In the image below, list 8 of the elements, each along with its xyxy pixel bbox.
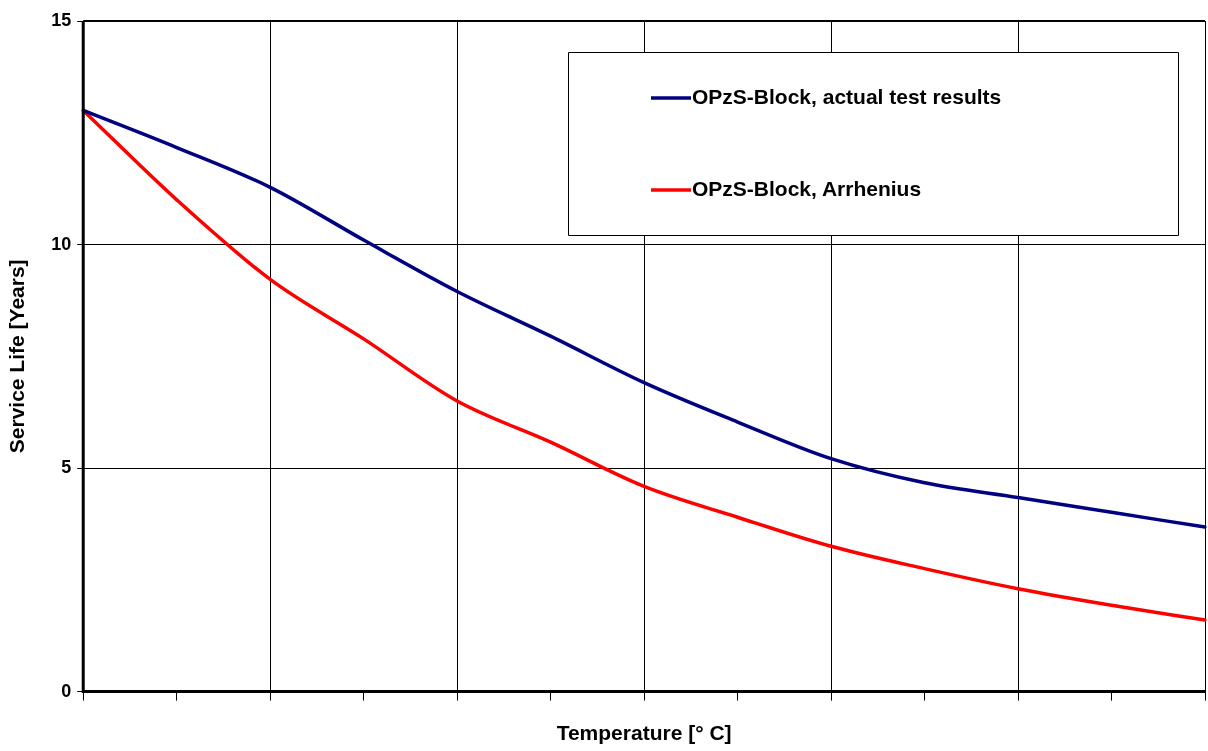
- y-tick-label: 15: [51, 9, 72, 30]
- legend-label: OPzS-Block, actual test results: [692, 84, 1002, 108]
- y-axis-title: Service Life [Years]: [5, 259, 29, 454]
- x-axis-title: Temperature [° C]: [556, 721, 732, 745]
- y-tick-label: 0: [61, 680, 72, 701]
- y-tick-label: 10: [51, 233, 72, 254]
- legend-label: OPzS-Block, Arrhenius: [692, 176, 922, 200]
- y-tick-label: 5: [61, 457, 72, 478]
